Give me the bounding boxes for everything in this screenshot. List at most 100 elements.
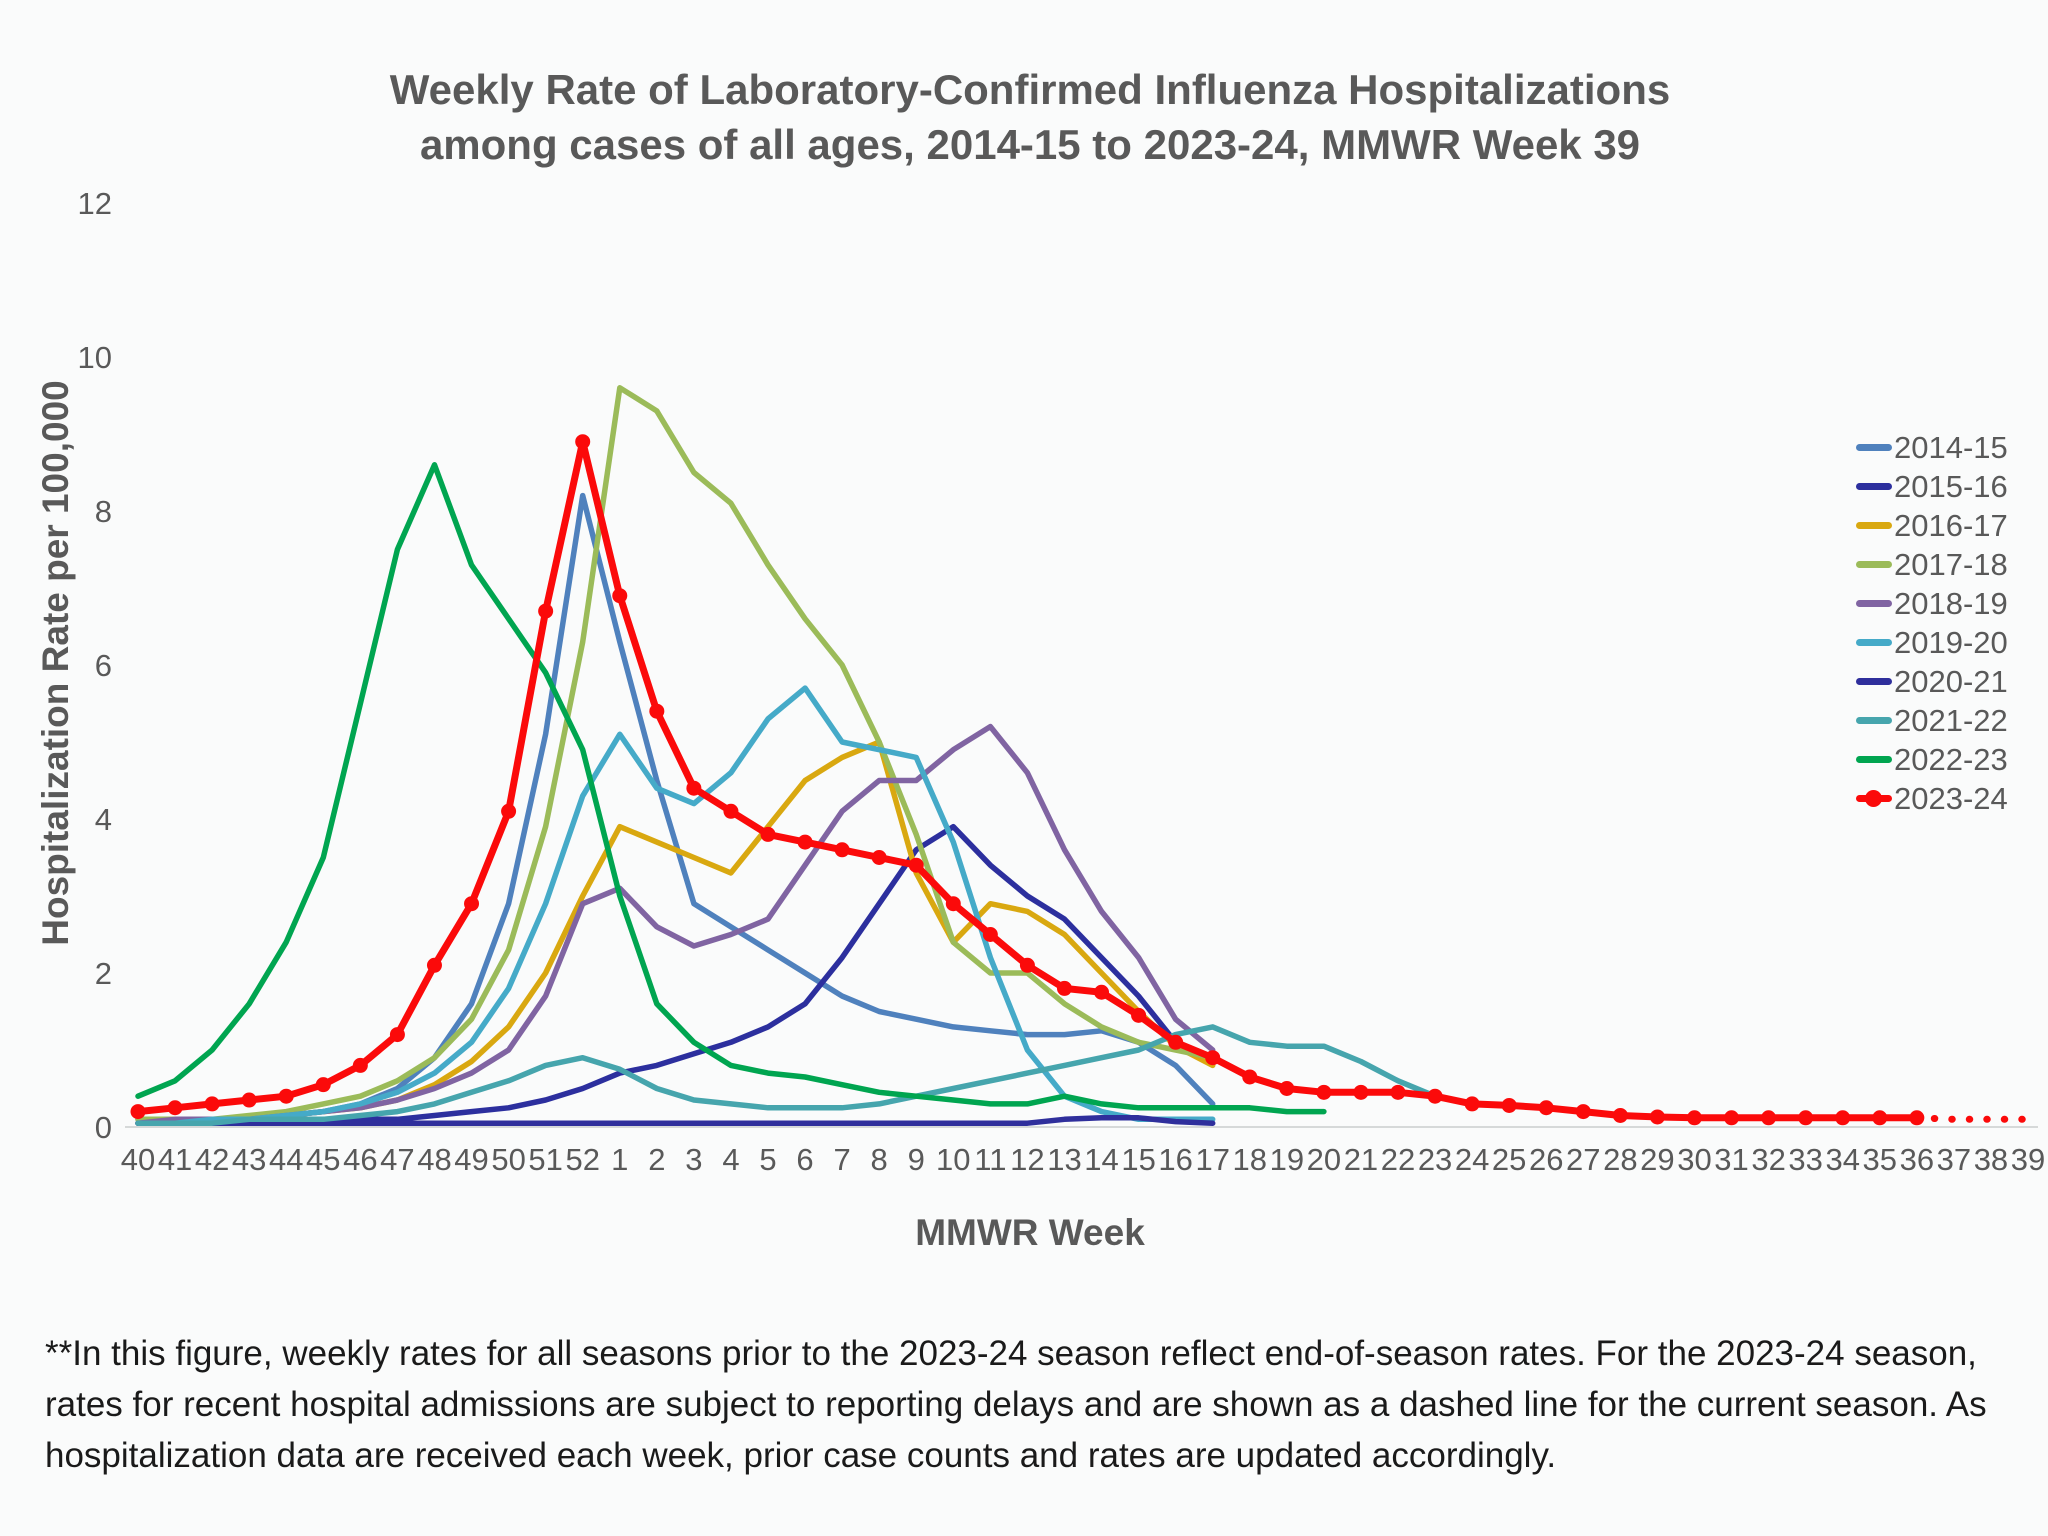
series-marker-2023-24 bbox=[834, 842, 850, 858]
x-tick-label: 6 bbox=[796, 1142, 813, 1177]
x-tick-label: 2 bbox=[648, 1142, 665, 1177]
x-tick-label: 23 bbox=[1418, 1142, 1452, 1177]
chart-title-line1: Weekly Rate of Laboratory-Confirmed Infl… bbox=[389, 66, 1671, 113]
legend-swatch-2015-16 bbox=[1856, 483, 1892, 490]
x-tick-label: 26 bbox=[1529, 1142, 1563, 1177]
series-marker-2023-24 bbox=[241, 1092, 257, 1108]
y-tick-label: 10 bbox=[78, 340, 112, 375]
series-marker-2023-24 bbox=[1649, 1109, 1665, 1125]
legend-item-2022-23: 2022-23 bbox=[1856, 740, 2008, 779]
x-tick-label: 51 bbox=[528, 1142, 562, 1177]
x-tick-label: 45 bbox=[306, 1142, 340, 1177]
series-marker-2023-24 bbox=[1798, 1110, 1814, 1126]
series-marker-2023-24 bbox=[982, 927, 998, 942]
x-tick-label: 46 bbox=[343, 1142, 377, 1177]
legend-label: 2015-16 bbox=[1894, 468, 2008, 504]
series-line-2022-23 bbox=[135, 462, 1327, 1115]
legend-item-2021-22: 2021-22 bbox=[1856, 701, 2008, 740]
series-marker-2023-24 bbox=[278, 1088, 294, 1104]
series-line-2021-22 bbox=[135, 1024, 1438, 1126]
series-line-2017-18 bbox=[135, 385, 1216, 1123]
legend-swatch-2017-18 bbox=[1856, 561, 1892, 568]
x-tick-label: 1 bbox=[611, 1142, 628, 1177]
series-marker-2023-24 bbox=[1464, 1096, 1480, 1112]
x-tick-label: 22 bbox=[1381, 1142, 1415, 1177]
legend-swatch-2021-22 bbox=[1856, 717, 1892, 724]
legend-swatch-2019-20 bbox=[1856, 639, 1892, 646]
y-tick-label: 8 bbox=[95, 494, 112, 529]
x-tick-label: 30 bbox=[1677, 1142, 1711, 1177]
x-tick-label: 15 bbox=[1121, 1142, 1155, 1177]
x-tick-label: 9 bbox=[908, 1142, 925, 1177]
y-tick-label: 6 bbox=[95, 648, 112, 683]
legend-swatch-2023-24 bbox=[1856, 790, 1892, 807]
x-tick-label: 44 bbox=[269, 1142, 303, 1177]
x-tick-label: 32 bbox=[1751, 1142, 1785, 1177]
legend-item-2019-20: 2019-20 bbox=[1856, 623, 2008, 662]
series-marker-2023-24 bbox=[1019, 957, 1035, 973]
x-tick-label: 38 bbox=[1974, 1142, 2008, 1177]
x-tick-label: 4 bbox=[722, 1142, 739, 1177]
legend-label: 2021-22 bbox=[1894, 702, 2008, 738]
series-marker-2023-24 bbox=[389, 1027, 405, 1043]
chart-title-line2: among cases of all ages, 2014-15 to 2023… bbox=[419, 121, 1641, 169]
series-marker-2023-24 bbox=[1538, 1100, 1554, 1116]
x-tick-label: 49 bbox=[454, 1142, 488, 1177]
x-tick-label: 13 bbox=[1047, 1142, 1081, 1177]
x-tick-label: 34 bbox=[1825, 1142, 1859, 1177]
series-marker-2023-24 bbox=[501, 803, 517, 819]
x-tick-label: 43 bbox=[232, 1142, 266, 1177]
x-tick-label: 31 bbox=[1714, 1142, 1748, 1177]
series-marker-2023-24 bbox=[315, 1077, 331, 1093]
x-tick-label: 25 bbox=[1492, 1142, 1526, 1177]
legend-item-2016-17: 2016-17 bbox=[1856, 506, 2008, 545]
series-marker-2023-24 bbox=[1761, 1110, 1777, 1126]
x-tick-label: 37 bbox=[1937, 1142, 1971, 1177]
legend-label: 2023-24 bbox=[1894, 780, 2008, 816]
series-line-2023-24-dashed bbox=[1913, 1114, 2032, 1123]
legend-marker-dot bbox=[1865, 790, 1882, 807]
series-marker-2023-24 bbox=[1390, 1084, 1406, 1100]
x-tick-label: 40 bbox=[121, 1142, 155, 1177]
x-tick-label: 11 bbox=[974, 1142, 1006, 1177]
series-marker-2023-24 bbox=[1909, 1110, 1925, 1126]
x-tick-label: 50 bbox=[491, 1142, 525, 1177]
y-axis-title: Hospitalization Rate per 100,000 bbox=[35, 380, 76, 946]
series-line-2019-20 bbox=[135, 685, 1216, 1126]
legend-label: 2017-18 bbox=[1894, 546, 2008, 582]
x-tick-label: 20 bbox=[1307, 1142, 1341, 1177]
series-marker-2023-24 bbox=[1279, 1081, 1295, 1096]
x-tick-label: 36 bbox=[1900, 1142, 1934, 1177]
x-tick-label: 28 bbox=[1603, 1142, 1637, 1177]
x-tick-label: 8 bbox=[871, 1142, 888, 1177]
series-marker-2023-24 bbox=[1056, 980, 1072, 996]
series-marker-2023-24 bbox=[538, 603, 554, 619]
series-marker-2023-24 bbox=[908, 857, 924, 873]
x-tick-label: 35 bbox=[1863, 1142, 1897, 1177]
series-marker-2023-24 bbox=[871, 850, 887, 865]
y-tick-label: 12 bbox=[78, 186, 112, 221]
legend-item-2017-18: 2017-18 bbox=[1856, 545, 2008, 584]
legend: 2014-15 2015-16 2016-17 2017-18 2018-19 2019-… bbox=[1856, 428, 2008, 818]
legend-label: 2020-21 bbox=[1894, 663, 2008, 699]
legend-label: 2019-20 bbox=[1894, 624, 2008, 660]
series-marker-2023-24 bbox=[464, 896, 480, 912]
legend-swatch-2016-17 bbox=[1856, 522, 1892, 529]
series-line-2023-24 bbox=[134, 438, 1921, 1122]
x-tick-label: 16 bbox=[1158, 1142, 1192, 1177]
x-tick-label: 7 bbox=[833, 1142, 850, 1177]
x-tick-label: 14 bbox=[1084, 1142, 1118, 1177]
x-tick-label: 21 bbox=[1344, 1142, 1378, 1177]
legend-item-2023-24: 2023-24 bbox=[1856, 779, 2008, 818]
series-marker-2023-24 bbox=[1353, 1084, 1369, 1100]
x-tick-label: 27 bbox=[1566, 1142, 1600, 1177]
series-marker-2023-24 bbox=[1205, 1050, 1221, 1066]
series-marker-2023-24 bbox=[1427, 1088, 1443, 1104]
series-marker-2023-24 bbox=[1168, 1034, 1184, 1050]
series-marker-2023-24 bbox=[426, 957, 442, 973]
x-tick-label: 47 bbox=[380, 1142, 414, 1177]
series-marker-2023-24 bbox=[1316, 1084, 1332, 1100]
legend-label: 2016-17 bbox=[1894, 507, 2008, 543]
x-tick-label: 18 bbox=[1233, 1142, 1267, 1177]
